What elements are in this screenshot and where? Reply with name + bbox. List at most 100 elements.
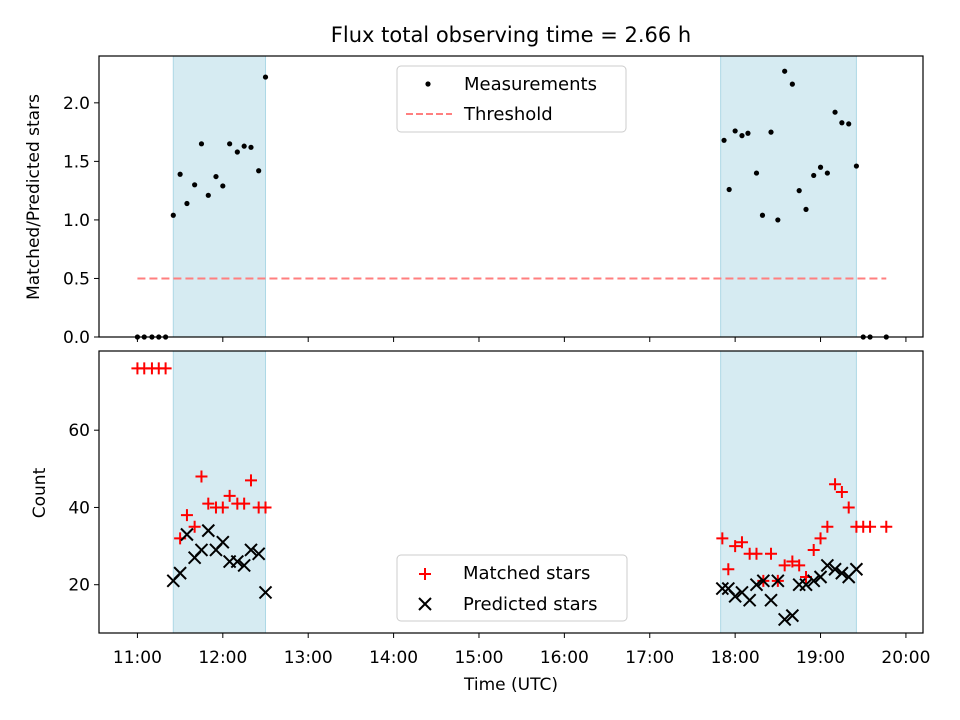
matched-star-point	[750, 547, 763, 560]
x-tick-label: 14:00	[369, 648, 418, 668]
predicted-star-point	[813, 570, 828, 584]
predicted-star-point	[749, 578, 764, 592]
matched-star-point	[180, 509, 193, 522]
x-tick-label: 13:00	[284, 648, 333, 668]
matched-star-point	[821, 520, 834, 533]
matched-star-point	[202, 497, 215, 510]
predicted-star-point	[777, 612, 792, 627]
measurement-point	[177, 171, 183, 177]
measurement-point	[248, 144, 254, 150]
measurement-point	[256, 168, 262, 174]
measurement-point	[198, 141, 205, 147]
top-y-tick-label: 2.0	[63, 94, 90, 114]
x-tick-label: 19:00	[796, 648, 845, 668]
matched-star-point	[880, 520, 893, 533]
matched-star-point	[814, 532, 827, 545]
matched-star-point	[793, 559, 806, 572]
measurement-point	[234, 149, 240, 155]
x-tick-label: 20:00	[881, 648, 930, 668]
predicted-star-point	[742, 593, 757, 607]
predicted-star-point	[237, 558, 251, 573]
x-tick-label: 16:00	[540, 648, 589, 668]
bottom-shaded-interval-2	[720, 350, 857, 634]
predicted-star-point	[244, 543, 258, 557]
matched-star-point	[188, 520, 201, 533]
measurement-point	[241, 143, 247, 149]
x-tick-label: 12:00	[198, 648, 247, 668]
measurement-point	[739, 133, 745, 139]
legend-bottom: Matched stars Predicted stars	[396, 554, 628, 622]
bottom-y-tick-label: 40	[68, 498, 90, 518]
matched-star-point	[735, 536, 748, 549]
x-tick-label: 15:00	[454, 648, 503, 668]
measurement-point	[745, 130, 751, 136]
top-y-axis-label: Matched/Predicted stars	[24, 94, 44, 300]
measurement-point	[796, 188, 802, 194]
predicted-star-point	[180, 527, 194, 542]
bottom-panel: 20 40 60 11:00 12:00 13:00 14:00 15:00 16:00 17:0…	[68, 350, 930, 668]
predicted-star-point	[173, 566, 187, 580]
measurement-point	[803, 206, 809, 212]
legend-top: Measurements Threshold	[396, 65, 627, 133]
matched-star-point	[216, 501, 229, 514]
matched-star-point	[259, 501, 272, 514]
top-axes-frame	[98, 55, 924, 338]
measurement-point	[789, 81, 795, 87]
legend-measurements-marker	[425, 81, 431, 87]
x-tick-label: 11:00	[113, 648, 162, 668]
measurement-point	[192, 182, 198, 188]
matched-star-point	[223, 489, 236, 502]
measurement-point	[205, 192, 211, 198]
measurement-point	[846, 121, 852, 127]
predicted-star-point	[799, 578, 813, 592]
matched-star-point	[765, 547, 778, 560]
matched-star-point	[244, 474, 257, 487]
top-shaded-interval-2	[720, 55, 857, 338]
matched-star-point	[722, 563, 735, 576]
legend-matched-marker	[419, 568, 431, 580]
chart-title: Flux total observing time = 2.66 h	[331, 23, 691, 47]
bottom-y-tick-label: 60	[68, 421, 90, 441]
bottom-axes-frame	[98, 350, 924, 634]
predicted-star-point	[756, 574, 771, 588]
top-shaded-interval-1	[172, 55, 267, 338]
measurement-point	[213, 173, 219, 180]
matched-star-point	[835, 486, 848, 498]
matched-star-point	[238, 497, 251, 510]
bottom-y-tick-label: 20	[68, 576, 90, 596]
predicted-star-point	[785, 608, 800, 623]
measurement-point	[811, 172, 817, 179]
matched-star-point	[195, 470, 208, 483]
matched-star-point	[159, 362, 172, 375]
predicted-star-point	[835, 566, 849, 580]
predicted-star-point	[849, 562, 864, 576]
predicted-star-point	[728, 589, 742, 604]
matched-star-point	[807, 543, 820, 556]
predicted-star-point	[251, 547, 266, 561]
predicted-star-point	[201, 523, 216, 538]
measurement-point	[220, 183, 226, 189]
matched-star-point	[829, 478, 842, 491]
measurement-point	[782, 68, 788, 74]
measurement-point	[817, 164, 824, 170]
predicted-star-point	[771, 574, 785, 588]
measurement-point	[262, 74, 269, 80]
measurement-point	[839, 120, 845, 126]
top-panel: 0.0 0.5 1.0 1.5 2.0	[63, 55, 924, 348]
top-y-tick-label: 1.5	[63, 152, 90, 172]
measurement-point	[227, 141, 233, 147]
measurement-point	[732, 128, 738, 134]
predicted-star-point	[216, 535, 230, 549]
predicted-star-point	[806, 574, 821, 588]
matched-star-point	[778, 559, 791, 572]
predicted-star-point	[828, 562, 842, 576]
measurement-point	[726, 186, 732, 193]
x-tick-label: 18:00	[711, 648, 760, 668]
measurement-point	[832, 109, 838, 115]
matched-star-point	[716, 532, 729, 545]
top-y-tick-label: 0.5	[63, 269, 90, 289]
predicted-star-point	[230, 554, 245, 569]
predicted-star-point	[194, 543, 209, 557]
measurement-point	[853, 163, 859, 169]
x-tick-label: 17:00	[625, 648, 674, 668]
